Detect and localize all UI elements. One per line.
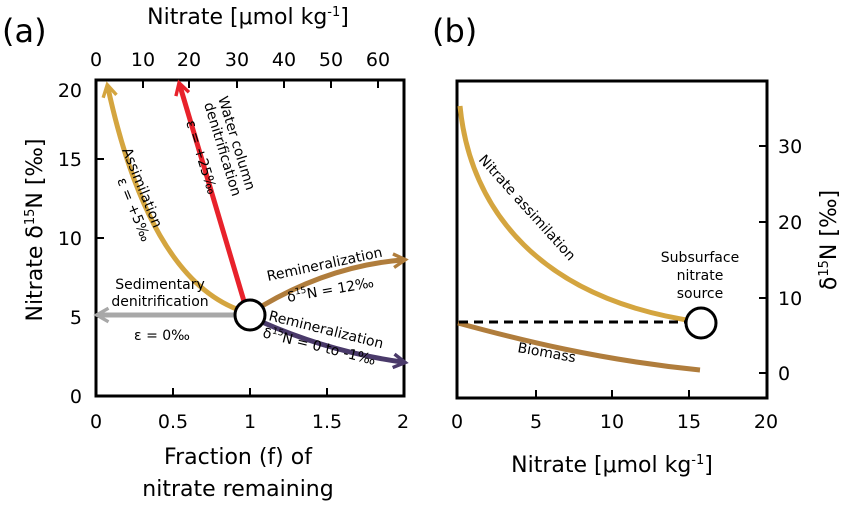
- panel-b-label: (b): [432, 12, 477, 50]
- y-tick-label: 0: [70, 386, 82, 408]
- left-axis-ticks: 0 5 10 15 20: [58, 80, 82, 408]
- y-tick-label: 5: [70, 307, 82, 329]
- b-x-tick-label: 20: [754, 411, 778, 433]
- top-tick-label: 40: [272, 49, 296, 71]
- assimilation-arrow: [101, 81, 243, 314]
- biomass-label: Biomass: [516, 340, 577, 366]
- top-tick-label: 60: [366, 49, 390, 71]
- y-tick-label: 10: [58, 228, 82, 250]
- top-tick-label: 10: [131, 49, 155, 71]
- x-tick-label: 1.5: [312, 411, 342, 433]
- top-tick-label: 0: [90, 49, 102, 71]
- sedimentary-label-line1: Sedimentary: [115, 277, 205, 293]
- b-x-tick-label: 15: [677, 411, 701, 433]
- top-axis-title: Nitrate [μmol kg-1]: [147, 5, 349, 30]
- panel-b-y-ticks: 0 10 20 30: [778, 136, 802, 385]
- sedimentary-label-line2: denitrification: [111, 294, 208, 310]
- source-label-line1: Subsurface: [661, 250, 739, 266]
- source-label-line2: nitrate: [677, 268, 724, 284]
- bottom-axis-ticks: 0 0.5 1 1.5 2: [90, 411, 409, 433]
- b-y-tick-label: 10: [778, 288, 802, 310]
- top-tick-label: 20: [177, 49, 201, 71]
- y-axis-title: Nitrate δ15N [‰]: [23, 138, 48, 321]
- x-axis-title-line1: Fraction (f) of: [164, 445, 313, 470]
- b-x-tick-label: 5: [530, 411, 542, 433]
- subsurface-source-marker: [684, 306, 718, 340]
- x-axis-title-line2: nitrate remaining: [142, 477, 333, 502]
- top-axis-ticks: 0 10 20 30 40 50 60: [90, 49, 390, 71]
- panel-b-frame: [455, 79, 769, 400]
- water-column-arrow: [174, 79, 249, 309]
- panel-a-label: (a): [2, 12, 47, 50]
- sedimentary-epsilon: ε = 0‰: [134, 328, 190, 344]
- b-y-tick-label: 20: [778, 212, 802, 234]
- initial-state-marker: [233, 298, 267, 332]
- remineralization-up-arrow: [260, 252, 409, 309]
- y-tick-label: 15: [58, 149, 82, 171]
- biomass-curve: [457, 320, 701, 373]
- remineralization-down-arrow: [260, 319, 409, 370]
- panel-b-frame-ticks: [535, 145, 767, 398]
- x-tick-label: 0.5: [158, 411, 188, 433]
- source-label-line3: source: [677, 286, 724, 302]
- b-y-tick-label: 0: [778, 363, 790, 385]
- b-x-axis-title: Nitrate [μmol kg-1]: [511, 453, 713, 478]
- y-tick-label: 20: [58, 80, 82, 102]
- b-x-tick-label: 0: [451, 411, 463, 433]
- panel-b-x-ticks: 0 5 10 15 20: [451, 411, 778, 433]
- top-tick-label: 50: [319, 49, 343, 71]
- b-x-tick-label: 10: [600, 411, 624, 433]
- b-y-tick-label: 30: [778, 136, 802, 158]
- x-tick-label: 1: [244, 411, 256, 433]
- nitrate-assimilation-curve: [457, 105, 701, 325]
- x-tick-label: 2: [397, 411, 409, 433]
- b-y-axis-title: δ15N [‰]: [817, 190, 842, 290]
- remineralization-up-delta: δ15N = 12‰: [286, 274, 376, 306]
- top-tick-label: 30: [225, 49, 249, 71]
- x-tick-label: 0: [90, 411, 102, 433]
